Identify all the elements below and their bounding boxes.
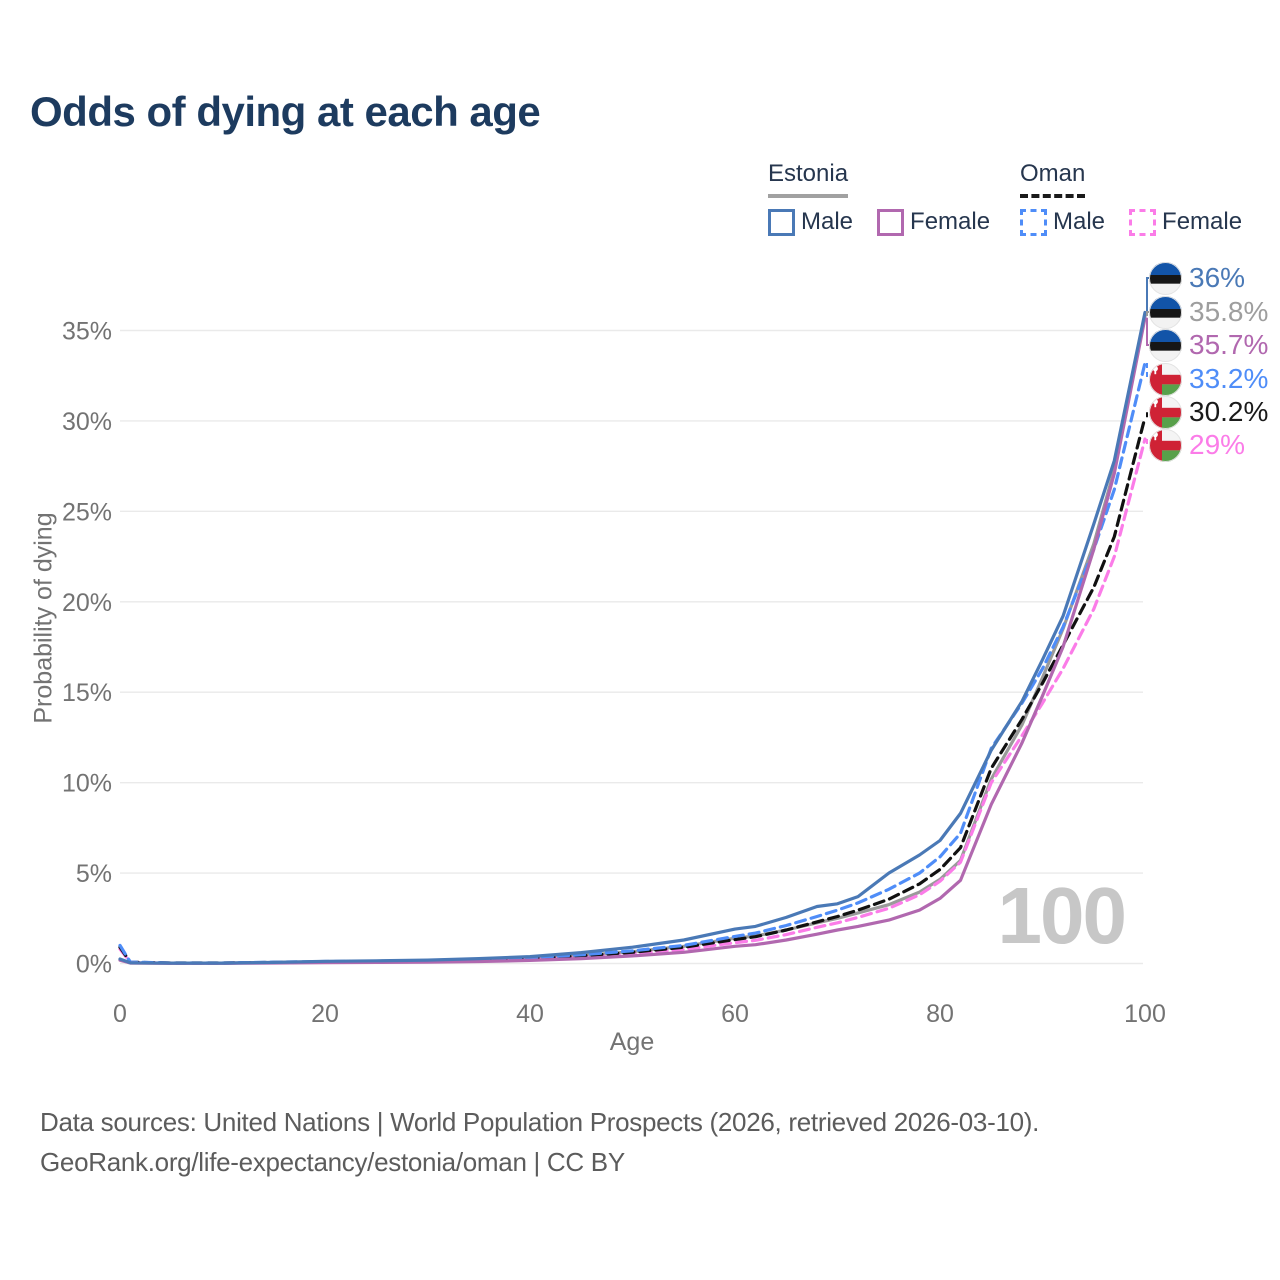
y-tick-label: 0% (76, 951, 112, 979)
legend-swatch-icon (1129, 208, 1157, 236)
series-line-estonia-male (118, 310, 1147, 965)
legend-item-oman-male[interactable]: Male (1020, 208, 1105, 236)
legend-item-label: Female (910, 208, 991, 235)
end-label-oman-male: 33.2% (1149, 362, 1268, 396)
x-tick-label: 20 (311, 1000, 339, 1028)
x-tick-label: 100 (1124, 1000, 1166, 1028)
oman-flag-icon (1149, 395, 1182, 429)
data-sources-footer: Data sources: United Nations | World Pop… (40, 1102, 1039, 1182)
age-watermark: 100 (997, 871, 1127, 960)
legend-item-label: Male (1053, 208, 1106, 235)
oman-flag-icon (1149, 362, 1182, 396)
footer-line-2: GeoRank.org/life-expectancy/estonia/oman… (40, 1147, 625, 1177)
y-tick-label: 5% (76, 860, 112, 888)
x-tick-label: 80 (926, 1000, 954, 1028)
legend-item-label: Female (1162, 208, 1243, 235)
estonia-flag-icon (1149, 295, 1182, 329)
end-label-estonia-male: 36% (1149, 261, 1245, 295)
y-tick-label: 20% (62, 589, 112, 617)
legend-group-estonia: Estonia Male Female (768, 160, 990, 236)
legend-swatch-icon (877, 208, 905, 236)
end-label-estonia-female: 35.7% (1149, 328, 1268, 362)
footer-line-1: Data sources: United Nations | World Pop… (40, 1107, 1040, 1137)
y-tick-label: 35% (62, 317, 112, 345)
legend-item-estonia-female[interactable]: Female (877, 208, 990, 236)
x-tick-label: 40 (516, 1000, 544, 1028)
series-line-oman-both-sexes (118, 415, 1147, 965)
x-axis-title: Age (609, 1028, 655, 1056)
end-label-oman-both: 30.2% (1149, 395, 1268, 429)
end-label-value: 29% (1189, 429, 1246, 460)
y-tick-label: 25% (62, 498, 112, 526)
end-label-value: 35.7% (1189, 329, 1269, 360)
estonia-flag-icon (1149, 261, 1182, 295)
end-label-value: 35.8% (1189, 296, 1269, 327)
end-label-value: 30.2% (1189, 396, 1269, 427)
end-label-estonia-both: 35.8% (1149, 295, 1268, 329)
legend-swatch-icon (1020, 208, 1047, 236)
series-line-estonia-female (118, 316, 1147, 965)
y-tick-label: 15% (62, 679, 112, 707)
x-tick-label: 0 (113, 1000, 127, 1028)
legend-group-title-estonia[interactable]: Estonia (768, 160, 849, 198)
oman-flag-icon (1149, 428, 1182, 462)
end-label-value: 33.2% (1189, 363, 1269, 394)
series-line-oman-female (118, 437, 1147, 965)
legend-group-title-oman[interactable]: Oman (1020, 160, 1086, 198)
legend-swatch-icon (768, 208, 795, 236)
legend-item-oman-female[interactable]: Female (1129, 208, 1242, 236)
chart-title: Odds of dying at each age (30, 88, 541, 135)
legend-item-label: Male (801, 208, 854, 235)
end-label-value: 36% (1189, 262, 1246, 293)
y-tick-label: 30% (62, 408, 112, 436)
y-tick-label: 10% (62, 770, 112, 798)
legend-item-estonia-male[interactable]: Male (768, 208, 853, 236)
legend-group-oman: Oman Male Female (1020, 160, 1242, 236)
end-label-oman-female: 29% (1149, 428, 1245, 462)
x-tick-label: 60 (721, 1000, 749, 1028)
series-line-estonia-both-sexes (118, 314, 1147, 965)
estonia-flag-icon (1149, 328, 1182, 362)
